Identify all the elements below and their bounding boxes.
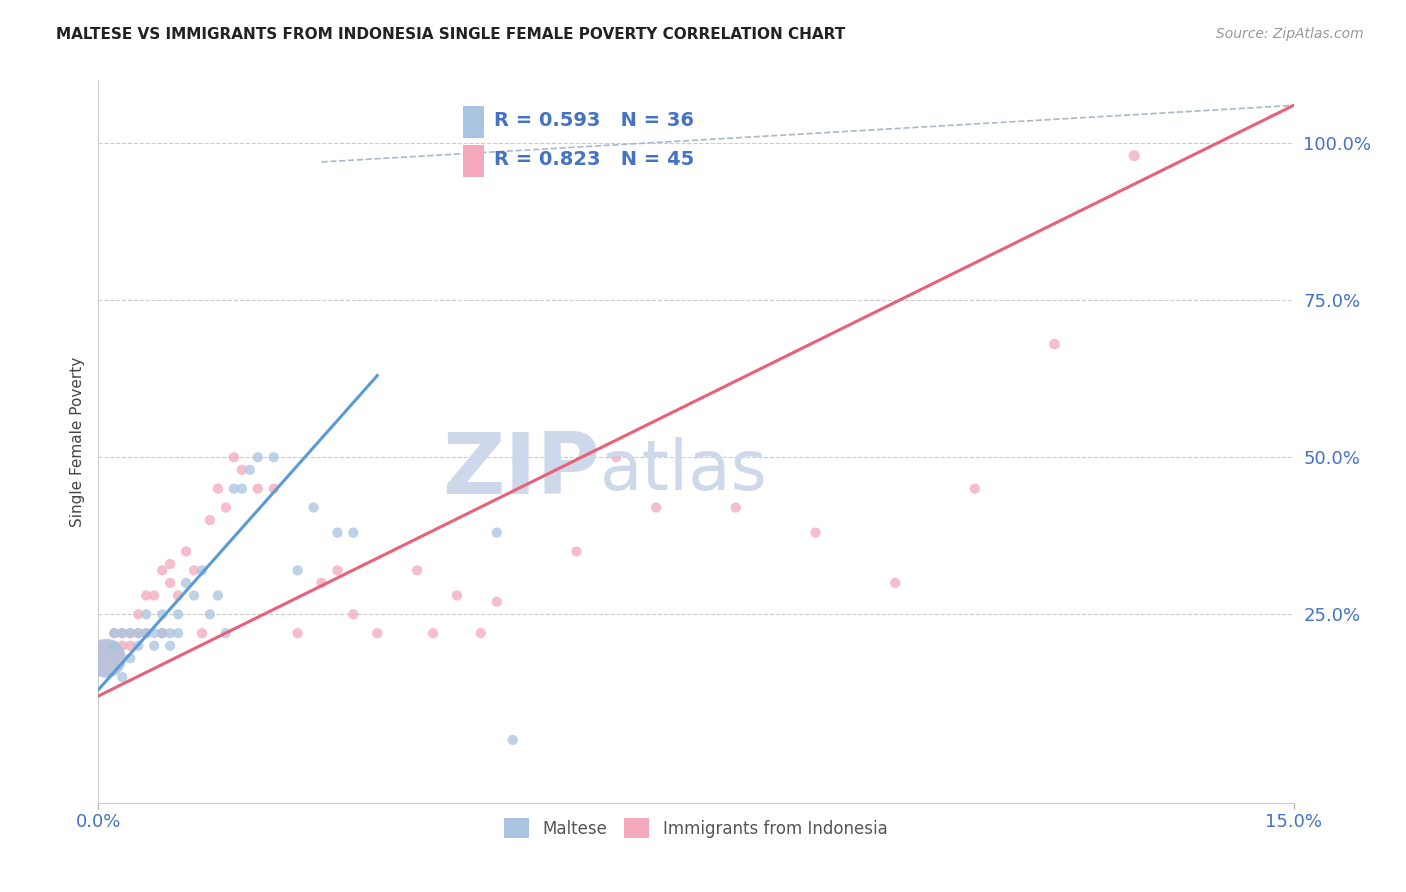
Point [143, 589, 166, 603]
Point [191, 563, 214, 577]
Point [167, 626, 190, 640]
Text: R = 0.823   N = 45: R = 0.823 N = 45 [494, 150, 695, 169]
Point [963, 482, 986, 496]
Point [207, 589, 229, 603]
Point [470, 626, 492, 640]
Point [207, 482, 229, 496]
Point [502, 733, 524, 747]
Point [804, 525, 827, 540]
Point [366, 626, 388, 640]
Point [127, 626, 149, 640]
Point [231, 482, 253, 496]
Point [135, 626, 157, 640]
Point [485, 595, 508, 609]
Point [326, 563, 349, 577]
Text: ZIP: ZIP [443, 429, 600, 512]
Text: atlas: atlas [600, 437, 768, 504]
Point [1043, 337, 1066, 351]
Point [174, 544, 197, 558]
Point [287, 626, 309, 640]
Point [215, 500, 238, 515]
Point [159, 626, 181, 640]
Point [127, 626, 149, 640]
Point [302, 500, 325, 515]
Point [191, 626, 214, 640]
Point [120, 626, 142, 640]
Point [127, 639, 149, 653]
Point [446, 589, 468, 603]
Point [198, 607, 221, 622]
Point [231, 463, 253, 477]
Point [1123, 149, 1146, 163]
Point [422, 626, 444, 640]
Bar [463, 145, 485, 178]
Point [96, 651, 118, 665]
Point [287, 563, 309, 577]
Point [120, 639, 142, 653]
Point [103, 639, 125, 653]
Point [111, 639, 134, 653]
Y-axis label: Single Female Poverty: Single Female Poverty [69, 357, 84, 526]
Point [120, 651, 142, 665]
Point [120, 626, 142, 640]
Point [150, 563, 173, 577]
Point [159, 575, 181, 590]
Text: Source: ZipAtlas.com: Source: ZipAtlas.com [1216, 27, 1364, 41]
Point [406, 563, 429, 577]
Text: MALTESE VS IMMIGRANTS FROM INDONESIA SINGLE FEMALE POVERTY CORRELATION CHART: MALTESE VS IMMIGRANTS FROM INDONESIA SIN… [56, 27, 845, 42]
Point [143, 639, 166, 653]
Point [342, 607, 364, 622]
Point [96, 651, 118, 665]
Point [183, 589, 205, 603]
Point [239, 463, 262, 477]
Point [263, 450, 285, 465]
Point [485, 525, 508, 540]
Bar [463, 105, 485, 138]
Point [111, 626, 134, 640]
Point [159, 557, 181, 571]
Point [222, 482, 245, 496]
Point [111, 626, 134, 640]
Point [215, 626, 238, 640]
Point [724, 500, 747, 515]
Point [167, 589, 190, 603]
Point [605, 450, 627, 465]
Point [183, 563, 205, 577]
Point [135, 607, 157, 622]
Text: R = 0.593   N = 36: R = 0.593 N = 36 [494, 111, 695, 129]
Point [246, 482, 269, 496]
Point [645, 500, 668, 515]
Point [884, 575, 907, 590]
Point [198, 513, 221, 527]
Point [135, 589, 157, 603]
Point [263, 482, 285, 496]
Point [150, 626, 173, 640]
Point [150, 607, 173, 622]
Point [222, 450, 245, 465]
Point [103, 626, 125, 640]
Point [135, 626, 157, 640]
Point [342, 525, 364, 540]
Legend: Maltese, Immigrants from Indonesia: Maltese, Immigrants from Indonesia [498, 812, 894, 845]
Point [246, 450, 269, 465]
Point [127, 607, 149, 622]
Point [143, 626, 166, 640]
Point [167, 607, 190, 622]
Point [103, 626, 125, 640]
Point [150, 626, 173, 640]
Point [174, 575, 197, 590]
Point [111, 670, 134, 684]
Point [565, 544, 588, 558]
Point [311, 575, 333, 590]
Point [159, 639, 181, 653]
Point [326, 525, 349, 540]
